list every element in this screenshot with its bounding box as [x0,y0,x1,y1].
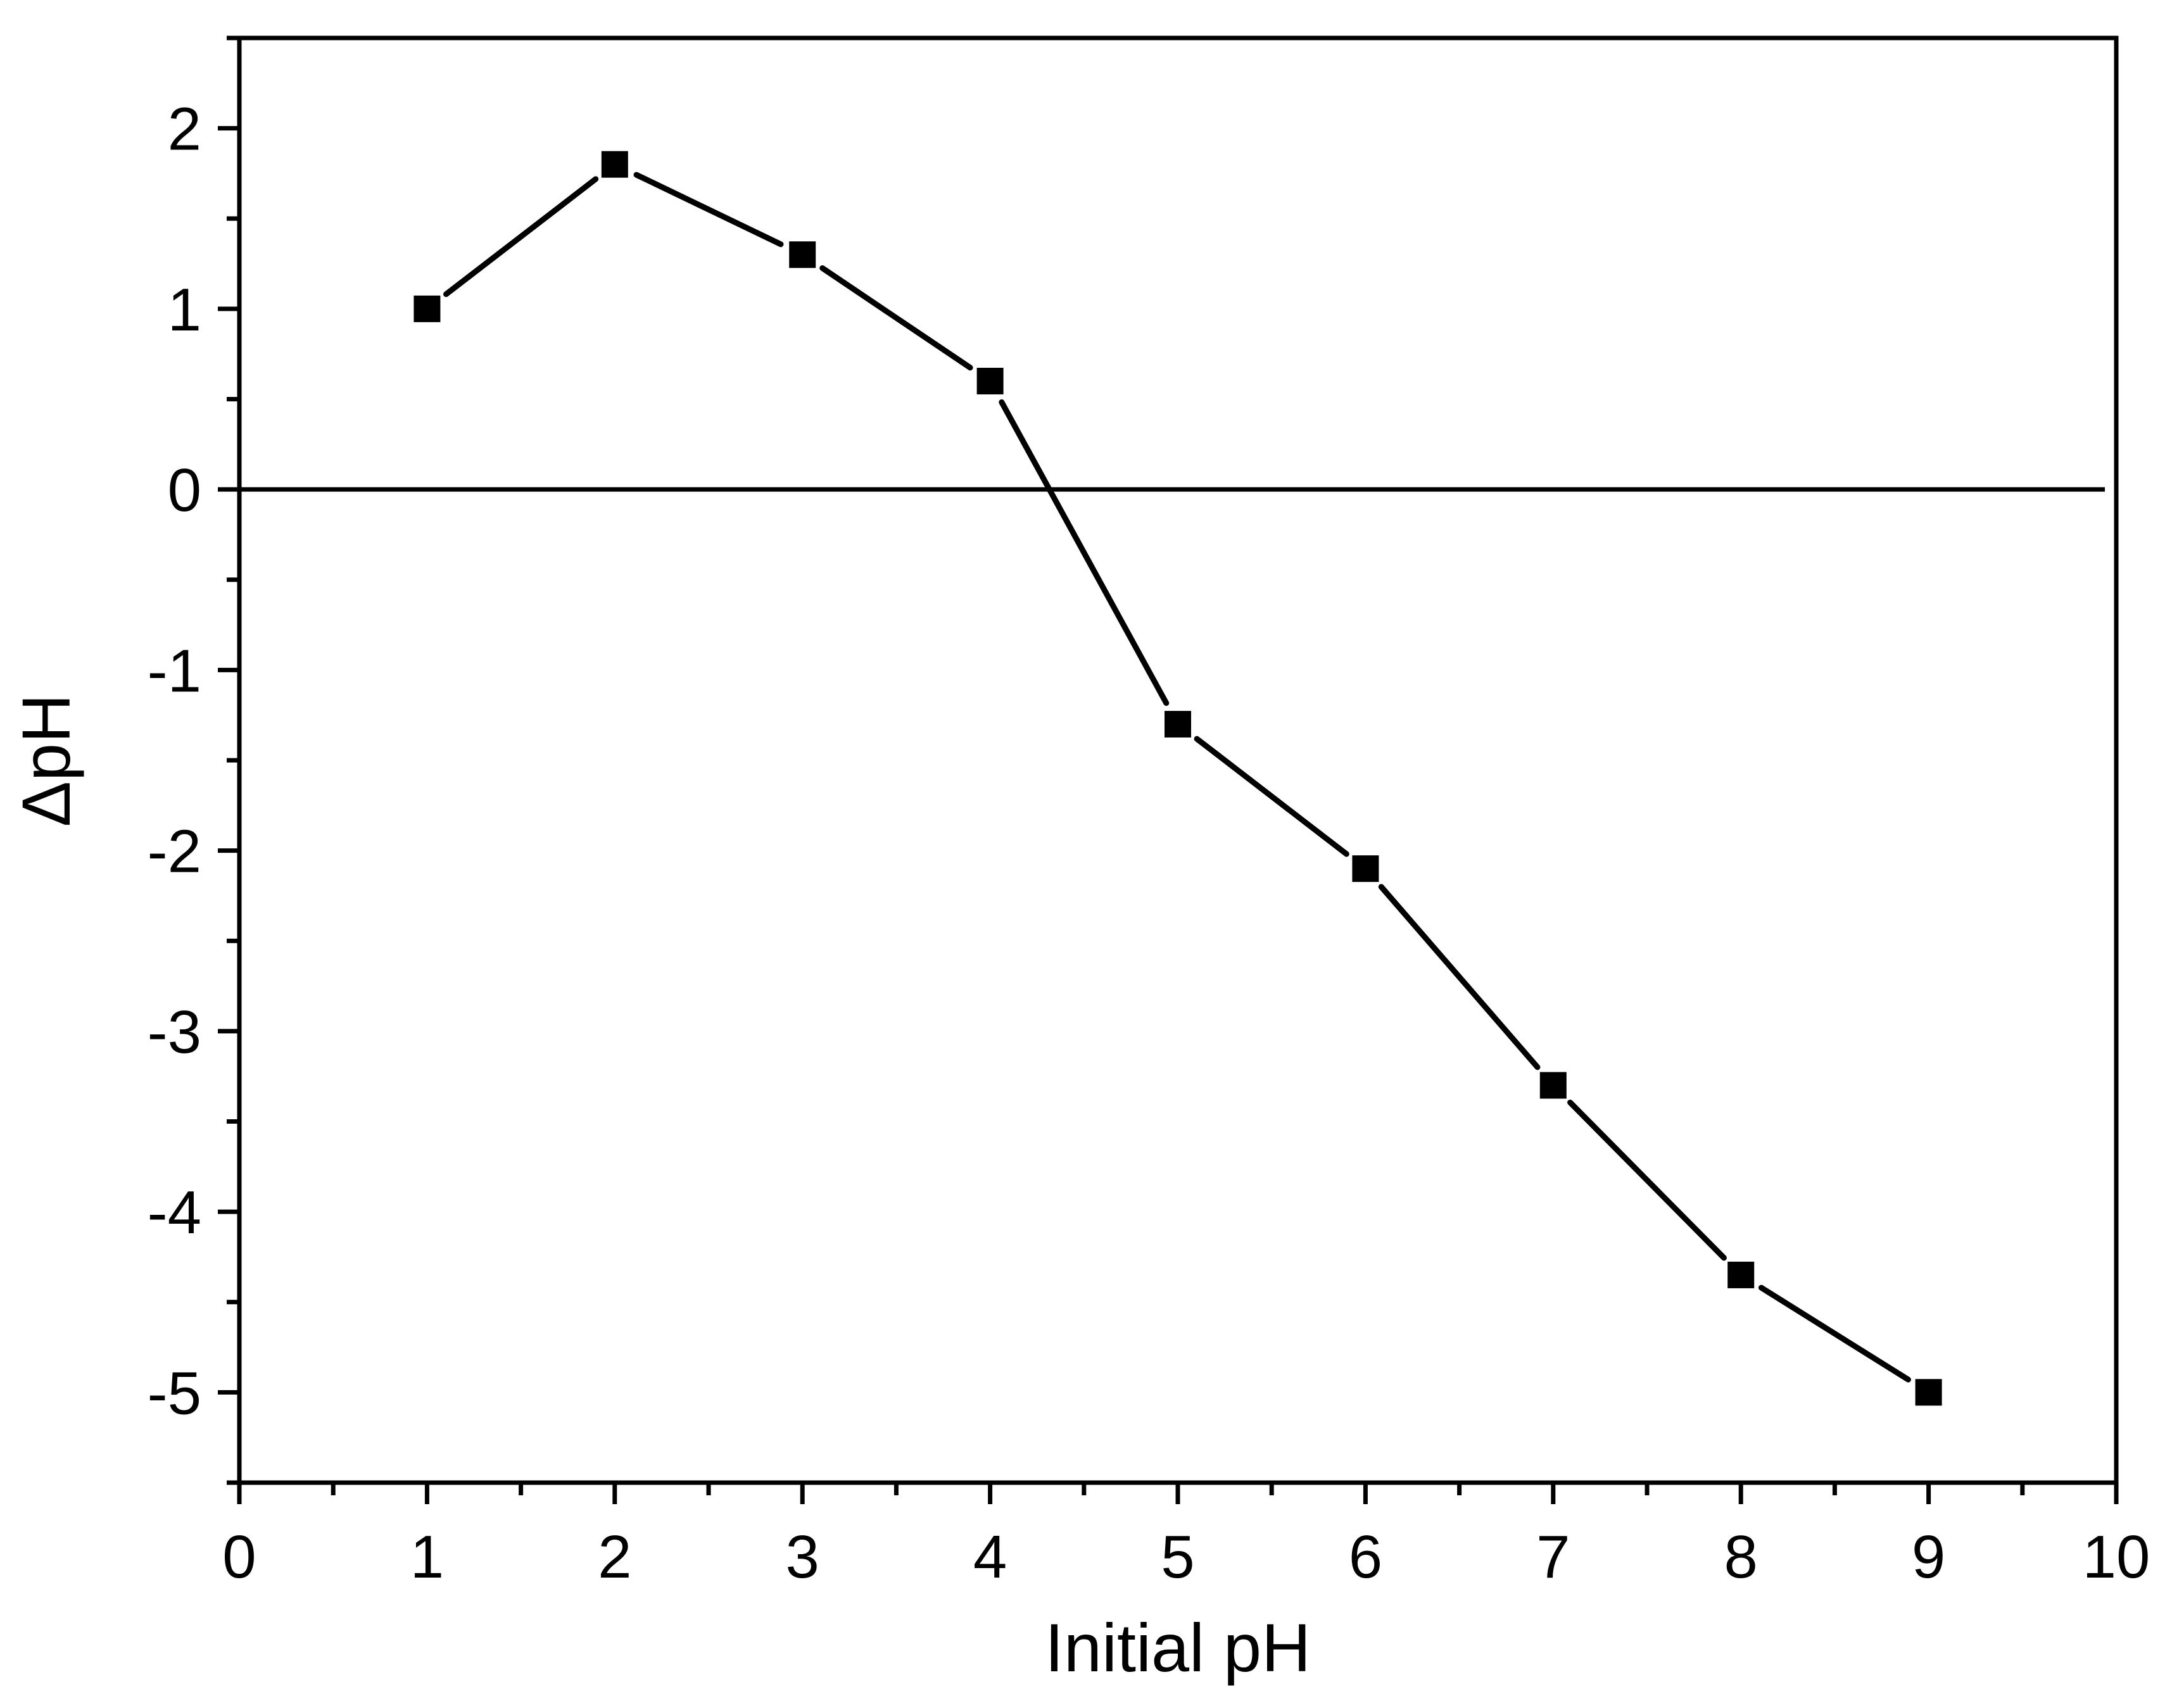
x-tick-label: 1 [410,1523,444,1591]
x-tick-label: 3 [786,1523,819,1591]
series-line-segment [443,176,599,298]
x-axis-ticks: 0 1 2 3 4 5 6 7 8 9 10 [222,1483,2150,1591]
y-tick-label: -2 [148,818,201,886]
data-point-marker [414,295,441,322]
y-tick-label: -5 [148,1359,201,1427]
x-tick-label: 0 [222,1523,256,1591]
plot-border [237,35,2119,1485]
data-point-marker [1539,1072,1567,1099]
x-tick-label: 5 [1161,1523,1194,1591]
data-point-marker [1165,710,1191,738]
y-tick-label: -4 [148,1179,201,1246]
data-point-marker [976,367,1004,394]
y-axis-title: ΔpH [8,694,84,827]
y-tick-label: 2 [168,96,201,163]
y-tick-label: -1 [148,637,201,705]
x-tick-label: 7 [1536,1523,1570,1591]
y-axis-ticks: 2 1 0 -1 -2 -3 -4 -5 [148,35,239,1485]
x-tick-label: 9 [1912,1523,1945,1591]
y-tick-label: 1 [168,276,201,344]
series-line-segment [1194,736,1349,857]
series-line-segment [1567,1099,1727,1261]
series-line-segment [819,265,973,371]
series-line-segment [1378,884,1541,1071]
data-point-marker [601,151,628,178]
x-tick-label: 2 [598,1523,631,1591]
plot-frame [237,35,2119,1485]
data-point-marker [1727,1261,1755,1288]
data-point-marker [1915,1379,1942,1406]
x-axis-title: Initial pH [1045,1609,1311,1686]
x-tick-label: 10 [2083,1523,2150,1591]
series-line-segment [999,399,1170,706]
data-series [414,151,1942,1406]
x-tick-label: 4 [973,1523,1007,1591]
y-tick-label: -3 [148,998,201,1066]
y-tick-label: 0 [168,456,201,524]
x-tick-label: 6 [1349,1523,1382,1591]
x-tick-label: 8 [1724,1523,1758,1591]
data-point-marker [1352,855,1379,882]
data-point-marker [789,241,816,268]
series-line-segment [1758,1284,1911,1383]
series-line-segment [633,172,784,248]
